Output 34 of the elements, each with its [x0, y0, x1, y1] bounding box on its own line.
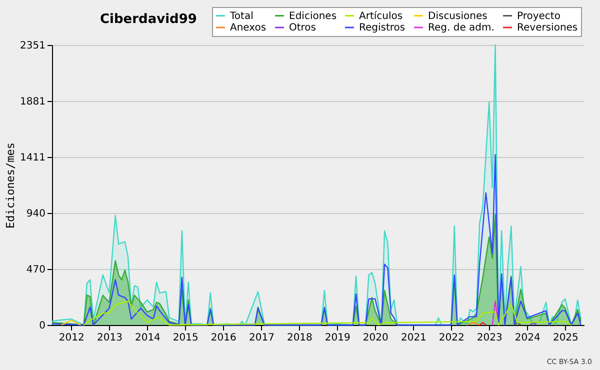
legend-label: Ediciones	[289, 10, 337, 22]
legend-label: Anexos	[230, 22, 266, 34]
legend-label: Total	[229, 10, 254, 22]
line-series	[83, 300, 572, 326]
x-tick-label: 2020	[362, 332, 388, 344]
y-tick-label: 1411	[20, 152, 46, 164]
y-tick-label: 940	[26, 208, 46, 220]
y-tick-label: 470	[26, 264, 46, 276]
x-tick-label: 2022	[438, 332, 464, 344]
legend-label: Reversiones	[517, 22, 578, 34]
legend-label: Registros	[359, 22, 406, 34]
x-tick-label: 2019	[324, 332, 350, 344]
x-tick-label: 2025	[552, 332, 578, 344]
y-tick-label: 2351	[20, 40, 46, 52]
legend-label: Otros	[289, 22, 316, 34]
x-tick-label: 2021	[400, 332, 426, 344]
x-tick-label: 2013	[96, 332, 122, 344]
y-tick-label: 0	[39, 320, 46, 332]
y-tick-label: 1881	[20, 96, 46, 108]
x-tick-label: 2023	[476, 332, 502, 344]
y-axis-title: Ediciones/mes	[4, 142, 18, 229]
x-tick-label: 2015	[172, 332, 198, 344]
x-tick-label: 2014	[134, 332, 160, 344]
x-tick-label: 2017	[248, 332, 274, 344]
x-tick-label: 2024	[514, 332, 540, 344]
line-series	[51, 154, 582, 326]
legend-label: Proyecto	[517, 10, 560, 22]
legend-label: Artículos	[359, 10, 403, 22]
chart-title: Ciberdavid99	[100, 12, 197, 27]
legend-label: Discusiones	[428, 10, 488, 22]
x-tick-label: 2018	[286, 332, 312, 344]
legend-label: Reg. de adm.	[428, 22, 494, 34]
x-tick-label: 2012	[58, 332, 84, 344]
x-tick-label: 2016	[210, 332, 236, 344]
